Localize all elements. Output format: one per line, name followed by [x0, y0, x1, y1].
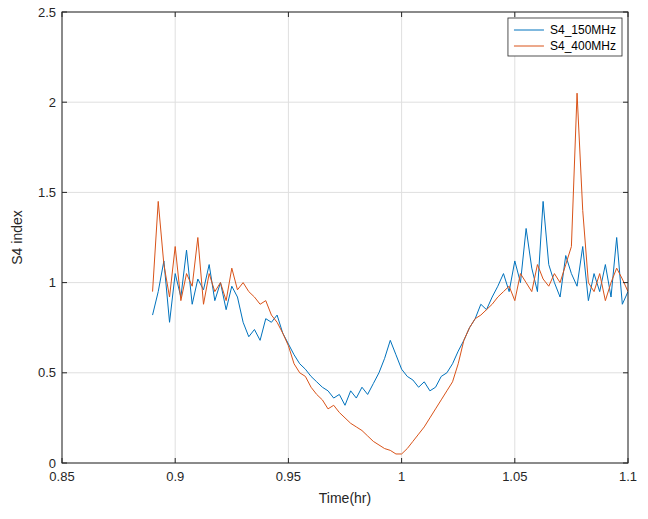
grid-line: [288, 12, 289, 463]
tick: [623, 282, 628, 283]
plot-frame: [62, 12, 628, 463]
legend-swatch: [514, 30, 544, 31]
tick: [288, 458, 289, 463]
x-tick-label: 0.95: [276, 469, 301, 484]
tick: [62, 12, 63, 17]
x-tick-label: 1.1: [619, 469, 637, 484]
tick: [514, 12, 515, 17]
tick: [175, 12, 176, 17]
tick: [288, 12, 289, 17]
tick: [175, 458, 176, 463]
tick: [623, 463, 628, 464]
x-tick-label: 1.05: [502, 469, 527, 484]
y-tick-label: 1.5: [38, 185, 56, 200]
tick: [628, 458, 629, 463]
legend-label: S4_400MHz: [550, 39, 616, 53]
grid-line: [514, 12, 515, 463]
y-tick-label: 0.5: [38, 365, 56, 380]
grid-line: [401, 12, 402, 463]
legend-swatch: [514, 46, 544, 47]
series-line: [153, 93, 628, 454]
grid-line: [175, 12, 176, 463]
x-tick-label: 0.9: [166, 469, 184, 484]
tick: [62, 102, 67, 103]
tick: [62, 192, 67, 193]
tick: [62, 12, 67, 13]
grid-line: [62, 282, 628, 283]
legend: S4_150MHz S4_400MHz: [508, 18, 622, 56]
tick: [623, 372, 628, 373]
legend-box: [508, 18, 622, 56]
y-axis-title: S4 index: [9, 210, 25, 264]
grid-line: [62, 192, 628, 193]
plot-area: [62, 12, 628, 463]
x-tick-label: 0.85: [49, 469, 74, 484]
series-line: [153, 201, 628, 405]
tick: [62, 282, 67, 283]
tick: [62, 458, 63, 463]
x-axis-title: Time(hr): [319, 490, 371, 506]
tick: [62, 372, 67, 373]
chart: 0.85 0.9 0.95 1 1.05 1.1 0 0.5 1 1.5 2 2.5 Time(hr) S…: [0, 0, 648, 519]
y-tick-label: 0: [49, 456, 56, 471]
y-tick-label: 2.5: [38, 5, 56, 20]
series-group: [153, 93, 628, 454]
y-tick-label: 1: [49, 275, 56, 290]
tick: [628, 12, 629, 17]
tick: [623, 12, 628, 13]
tick: [401, 458, 402, 463]
tick: [623, 102, 628, 103]
tick: [62, 463, 67, 464]
tick: [401, 12, 402, 17]
legend-label: S4_150MHz: [550, 23, 616, 37]
x-tick-label: 1: [398, 469, 405, 484]
tick: [514, 458, 515, 463]
grid-line: [62, 102, 628, 103]
grid-line: [62, 372, 628, 373]
y-tick-label: 2: [49, 95, 56, 110]
tick: [623, 192, 628, 193]
